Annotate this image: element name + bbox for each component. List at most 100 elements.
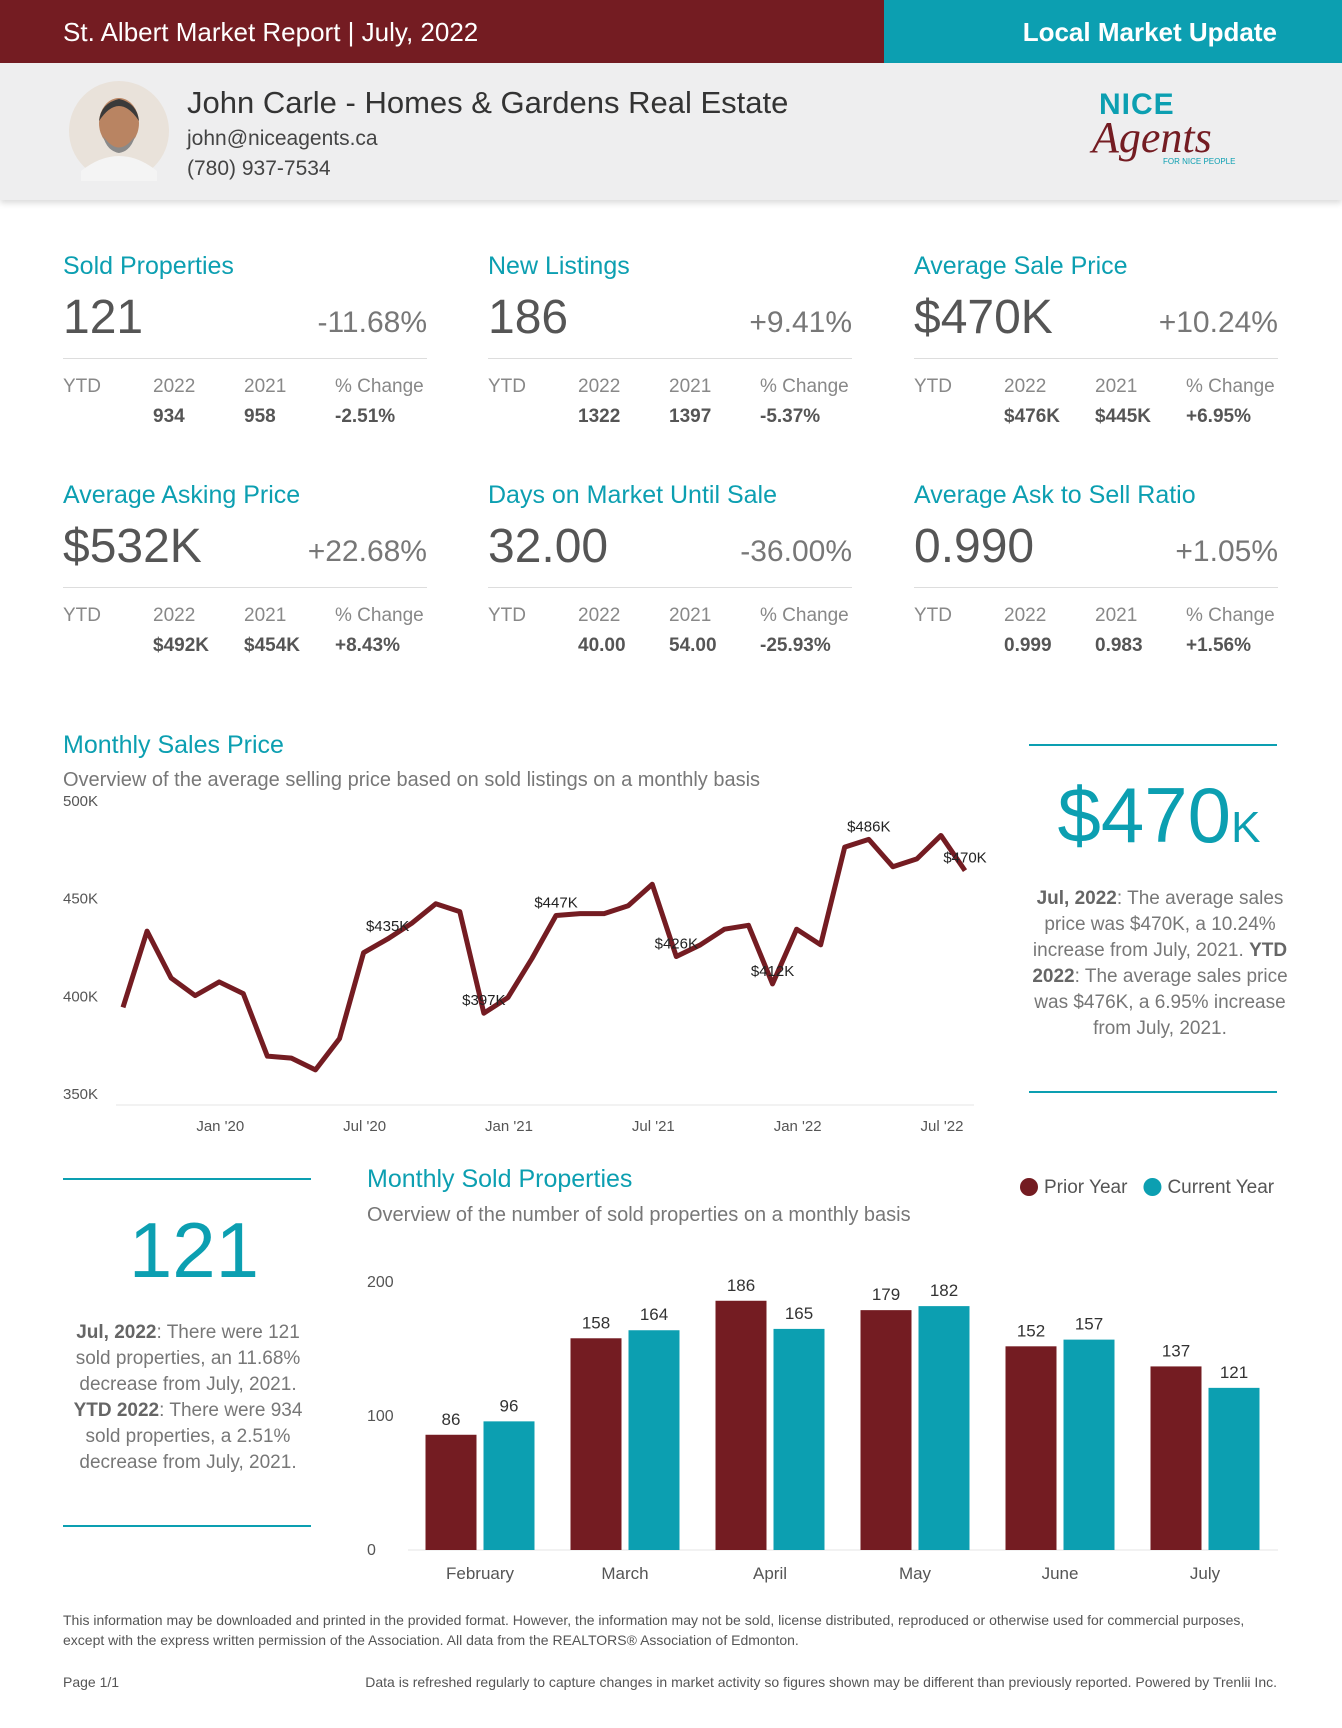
ytd-header: 2021 <box>244 376 287 397</box>
value-label: 152 <box>1017 1321 1045 1340</box>
card-value: 32.00 <box>488 520 609 573</box>
logo-tagline: FOR NICE PEOPLE <box>1163 157 1236 166</box>
ytd-value: +8.43% <box>335 635 400 656</box>
ytd-header: 2022 <box>578 376 621 397</box>
ytd-header: 2022 <box>578 605 621 626</box>
ytd-value: $492K <box>153 635 209 656</box>
y-tick-label: 200 <box>367 1274 394 1291</box>
card-rule <box>63 358 427 359</box>
value-label: $486K <box>847 818 890 835</box>
ytd-header: 2021 <box>1095 605 1138 626</box>
summary-text: : The average sales price was $470K, a 1… <box>1032 888 1284 961</box>
card-change: -11.68% <box>317 306 427 339</box>
divider <box>1029 744 1277 746</box>
x-tick-label: February <box>446 1564 515 1583</box>
agent-email: john@niceagents.ca <box>187 127 378 150</box>
ytd-header: % Change <box>1186 376 1275 397</box>
chart-title: Monthly Sales Price <box>63 731 284 759</box>
bar <box>860 1310 912 1550</box>
x-tick-label: Jan '22 <box>774 1118 822 1135</box>
ytd-header: YTD <box>914 376 952 397</box>
price-summary: Jul, 2022: The average sales price was $… <box>1029 886 1291 1042</box>
card-value: $470K <box>914 291 1053 344</box>
ytd-header: YTD <box>914 605 952 626</box>
y-tick-label: 100 <box>367 1408 394 1425</box>
summary-text: YTD 2022 <box>1032 940 1288 987</box>
card-change: +9.41% <box>749 306 852 339</box>
value-label: 86 <box>442 1410 461 1429</box>
card-rule <box>63 587 427 588</box>
x-tick-label: Jan '20 <box>196 1118 244 1135</box>
value-label: 137 <box>1162 1341 1190 1360</box>
header-tag: Local Market Update <box>1022 17 1277 47</box>
ytd-header: 2022 <box>153 376 196 397</box>
value-label: $426K <box>655 936 698 953</box>
footer-note: Data is refreshed regularly to capture c… <box>365 1674 1277 1690</box>
header-bar <box>0 0 884 63</box>
x-tick-label: Jan '21 <box>485 1118 533 1135</box>
card-rule <box>488 587 852 588</box>
bar <box>715 1300 767 1550</box>
header-title: St. Albert Market Report | July, 2022 <box>63 17 479 47</box>
value-label: 96 <box>500 1396 519 1415</box>
chart-subtitle: Overview of the average selling price ba… <box>63 769 760 791</box>
ytd-header: YTD <box>63 605 101 626</box>
ytd-value: +6.95% <box>1186 406 1251 427</box>
legend-swatch <box>1020 1178 1038 1196</box>
value-label: 179 <box>872 1285 900 1304</box>
price-big: $470K <box>1009 770 1309 861</box>
ytd-value: 40.00 <box>578 635 626 656</box>
ytd-header: 2022 <box>153 605 196 626</box>
card-value: 186 <box>488 291 569 344</box>
ytd-value: -2.51% <box>335 406 396 427</box>
ytd-header: % Change <box>335 605 424 626</box>
ytd-value: $476K <box>1004 406 1060 427</box>
value-label: 121 <box>1220 1363 1248 1382</box>
card-change: -36.00% <box>740 535 852 568</box>
card-value: 0.990 <box>914 520 1035 573</box>
value-label: $470K <box>943 850 986 867</box>
ytd-header: 2022 <box>1004 376 1047 397</box>
agent-name: John Carle - Homes & Gardens Real Estate <box>187 85 789 120</box>
bar <box>1150 1366 1202 1550</box>
x-tick-label: Jul '20 <box>343 1118 386 1135</box>
bar <box>1208 1387 1260 1550</box>
x-tick-label: Jul '21 <box>632 1118 675 1135</box>
card-title: Average Asking Price <box>63 481 301 509</box>
agent-band <box>0 63 1342 200</box>
sold-big: 121 <box>128 1206 260 1294</box>
x-tick-label: April <box>753 1564 787 1583</box>
x-tick-label: Jul '22 <box>921 1118 964 1135</box>
logo-agents: Agents <box>1092 113 1212 162</box>
ytd-header: YTD <box>63 376 101 397</box>
x-tick-label: July <box>1190 1564 1221 1583</box>
ytd-header: 2021 <box>669 376 712 397</box>
value-label: 164 <box>640 1305 668 1324</box>
summary-text: YTD 2022 <box>73 1400 160 1421</box>
ytd-header: % Change <box>1186 605 1275 626</box>
value-label: $412K <box>751 963 794 980</box>
y-tick-label: 450K <box>63 891 98 908</box>
divider <box>1029 1091 1277 1093</box>
card-title: Days on Market Until Sale <box>488 481 778 509</box>
ytd-header: 2021 <box>244 605 287 626</box>
ytd-header: 2021 <box>1095 376 1138 397</box>
summary-text: : The average sales price was $476K, a 6… <box>1034 966 1288 1039</box>
divider <box>63 1525 311 1527</box>
y-tick-label: 0 <box>367 1542 376 1559</box>
card-title: Average Sale Price <box>914 252 1128 280</box>
card-change: +22.68% <box>307 535 427 568</box>
card-value: $532K <box>63 520 202 573</box>
page-number: Page 1/1 <box>63 1674 120 1690</box>
ytd-value: 1322 <box>578 406 621 427</box>
value-label: 165 <box>785 1304 813 1323</box>
card-rule <box>488 358 852 359</box>
chart-title: Monthly Sold Properties <box>367 1165 632 1193</box>
card-title: New Listings <box>488 252 630 280</box>
ytd-header: 2021 <box>669 605 712 626</box>
ytd-header: % Change <box>760 605 849 626</box>
ytd-value: 958 <box>244 406 276 427</box>
summary-text: : There were 934 sold properties, a 2.51… <box>79 1400 303 1473</box>
logo-nice: NICE <box>1099 88 1175 121</box>
